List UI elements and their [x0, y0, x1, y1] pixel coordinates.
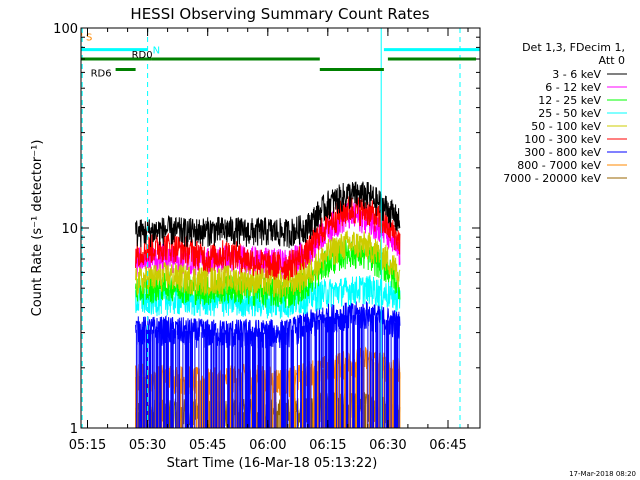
- y-tick-label: 1: [70, 422, 78, 437]
- flag-label: RD6: [91, 69, 112, 80]
- legend-header-line-1: Det 1,3, FDecim 1,: [522, 41, 625, 54]
- chart-title: HESSI Observing Summary Count Rates: [130, 5, 429, 23]
- y-tick-label: 100: [53, 22, 78, 37]
- legend-entry-label: 300 - 800 keV: [524, 146, 601, 159]
- x-tick-label: 05:15: [69, 438, 106, 453]
- legend-entry-label: 100 - 300 keV: [524, 133, 601, 146]
- series-line: [135, 181, 401, 249]
- x-tick-label: 06:30: [369, 438, 406, 453]
- axis-layer: 05:15 05:30 05:45 06:00 06:15 06:30 06:45 1 10 10…: [53, 22, 480, 453]
- y-axis-label: Count Rate (s⁻¹ detector⁻¹): [30, 140, 45, 317]
- series-group: [135, 301, 401, 428]
- legend-entry-label: 50 - 100 keV: [531, 120, 601, 133]
- flag-label: N: [153, 46, 160, 57]
- series-group: [135, 181, 401, 249]
- x-axis-label: Start Time (16-Mar-18 05:13:22): [167, 456, 378, 471]
- flag-label: RD0: [132, 50, 153, 61]
- x-tick-label: 06:00: [249, 438, 286, 453]
- legend-header-line-2: Att 0: [599, 54, 625, 67]
- legend-entry-label: 25 - 50 keV: [538, 107, 601, 120]
- x-tick-label: 05:30: [129, 438, 166, 453]
- y-tick-label: 10: [61, 222, 78, 237]
- flag-label: S: [86, 32, 92, 43]
- x-tick-label: 05:45: [189, 438, 226, 453]
- x-tick-label: 06:15: [309, 438, 346, 453]
- legend-entry-label: 7000 - 20000 keV: [503, 172, 601, 185]
- legend-entry-label: 12 - 25 keV: [538, 94, 601, 107]
- x-tick-label: 06:45: [429, 438, 466, 453]
- legend-entry-label: 800 - 7000 keV: [517, 159, 601, 172]
- legend-entry-label: 3 - 6 keV: [552, 68, 601, 81]
- legend-entry-label: 6 - 12 keV: [545, 81, 601, 94]
- footer-timestamp: 17-Mar-2018 08:20: [569, 470, 636, 478]
